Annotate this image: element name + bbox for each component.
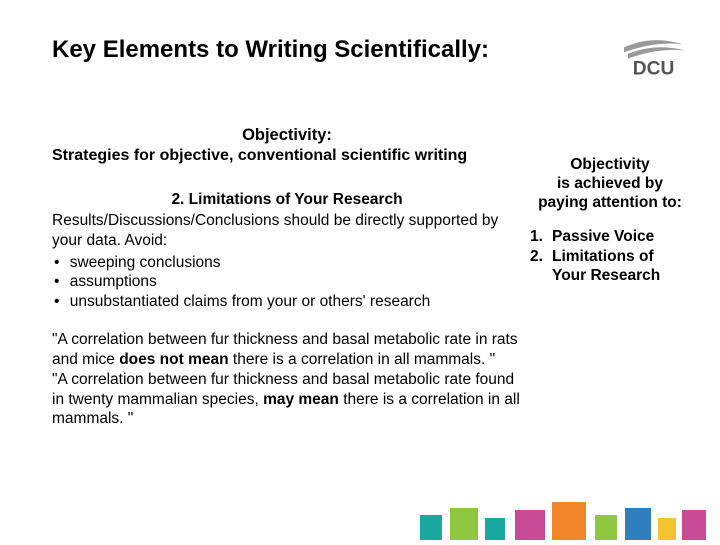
- body-intro: Results/Discussions/Conclusions should b…: [52, 211, 522, 251]
- strategies-line: Strategies for objective, conventional s…: [52, 147, 522, 165]
- right-header-line: Objectivity: [570, 156, 649, 173]
- quote-bold: does not mean: [119, 351, 228, 368]
- left-column: Objectivity: Strategies for objective, c…: [52, 126, 522, 429]
- logo-text: DCU: [633, 59, 675, 80]
- list-item: 2. Limitations of Your Research: [530, 247, 690, 287]
- item-number: 2.: [530, 247, 552, 287]
- right-list: 1. Passive Voice 2. Limitations of Your …: [530, 227, 690, 286]
- quote-2: "A correlation between fur thickness and…: [52, 370, 522, 429]
- quote-bold: may mean: [263, 391, 339, 408]
- item-text: Limitations of Your Research: [552, 247, 690, 287]
- right-header-line: is achieved by: [557, 175, 663, 192]
- list-item: 1. Passive Voice: [530, 227, 690, 247]
- item-number: 1.: [530, 227, 552, 247]
- quote-text: there is a correlation in all mammals. ": [229, 351, 496, 368]
- content-row: Objectivity: Strategies for objective, c…: [52, 126, 700, 429]
- header: Key Elements to Writing Scientifically: …: [52, 32, 700, 82]
- item-text: Passive Voice: [552, 227, 654, 247]
- subheader: Objectivity:: [52, 126, 522, 145]
- right-column: Objectivity is achieved by paying attent…: [530, 126, 690, 429]
- page-title: Key Elements to Writing Scientifically:: [52, 36, 489, 64]
- quote-1: "A correlation between fur thickness and…: [52, 330, 522, 370]
- right-header-line: paying attention to:: [538, 194, 682, 211]
- list-item: unsubstantiated claims from your or othe…: [52, 292, 522, 312]
- footer-decoration: [380, 480, 720, 540]
- list-item: assumptions: [52, 272, 522, 292]
- bullet-list: sweeping conclusions assumptions unsubst…: [52, 253, 522, 312]
- dcu-logo: DCU: [612, 32, 692, 82]
- list-item: sweeping conclusions: [52, 253, 522, 273]
- right-header: Objectivity is achieved by paying attent…: [530, 156, 690, 213]
- slide: Key Elements to Writing Scientifically: …: [0, 0, 720, 540]
- section-title: 2. Limitations of Your Research: [52, 191, 522, 209]
